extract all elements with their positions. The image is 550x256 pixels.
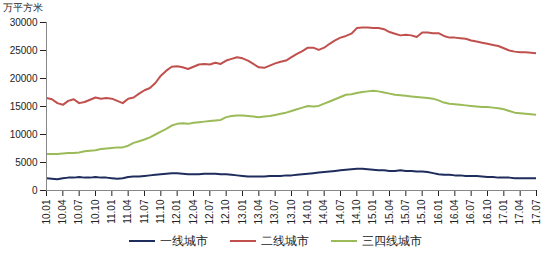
svg-text:13.07: 13.07 — [269, 199, 280, 224]
svg-text:15.01: 15.01 — [367, 199, 378, 224]
svg-text:14.04: 14.04 — [318, 199, 329, 224]
svg-text:10.01: 10.01 — [41, 199, 52, 224]
svg-text:11.07: 11.07 — [139, 199, 150, 224]
html-text:二线城市: 二线城市 — [260, 233, 309, 248]
svg-text:12.07: 12.07 — [204, 199, 215, 224]
svg-text:15000: 15000 — [10, 101, 38, 112]
html-text:三四线城市: 三四线城市 — [361, 233, 422, 248]
svg-text:10.10: 10.10 — [90, 199, 101, 224]
html-text:一线城市: 一线城市 — [159, 233, 208, 248]
svg-text:14.01: 14.01 — [302, 199, 313, 224]
svg-text:16.10: 16.10 — [482, 199, 493, 224]
svg-text:16.07: 16.07 — [465, 199, 476, 224]
svg-text:13.04: 13.04 — [253, 199, 264, 224]
svg-text:12.10: 12.10 — [220, 199, 231, 224]
svg-text:13.01: 13.01 — [237, 199, 248, 224]
svg-text:0: 0 — [32, 185, 38, 196]
svg-text:10.07: 10.07 — [73, 199, 84, 224]
svg-text:15.07: 15.07 — [400, 199, 411, 224]
svg-text:10000: 10000 — [10, 129, 38, 140]
svg-text:20000: 20000 — [10, 73, 38, 84]
svg-text:12.01: 12.01 — [171, 199, 182, 224]
svg-text:15.04: 15.04 — [384, 199, 395, 224]
svg-text:25000: 25000 — [10, 45, 38, 56]
svg-text:17.07: 17.07 — [531, 199, 542, 224]
svg-text:16.01: 16.01 — [433, 199, 444, 224]
svg-text:17.01: 17.01 — [498, 199, 509, 224]
svg-text:11.10: 11.10 — [155, 199, 166, 224]
svg-text:11.04: 11.04 — [122, 199, 133, 224]
svg-text:14.10: 14.10 — [351, 199, 362, 224]
svg-text:5000: 5000 — [15, 157, 38, 168]
svg-text:14.07: 14.07 — [335, 199, 346, 224]
svg-text:11.01: 11.01 — [106, 199, 117, 224]
svg-text:10.04: 10.04 — [57, 199, 68, 224]
svg-text:15.10: 15.10 — [416, 199, 427, 224]
svg-text:30000: 30000 — [10, 17, 38, 28]
svg-text:万平方米: 万平方米 — [3, 2, 43, 13]
svg-text:13.10: 13.10 — [286, 199, 297, 224]
svg-text:12.04: 12.04 — [188, 199, 199, 224]
svg-text:17.04: 17.04 — [514, 199, 525, 224]
svg-text:16.04: 16.04 — [449, 199, 460, 224]
